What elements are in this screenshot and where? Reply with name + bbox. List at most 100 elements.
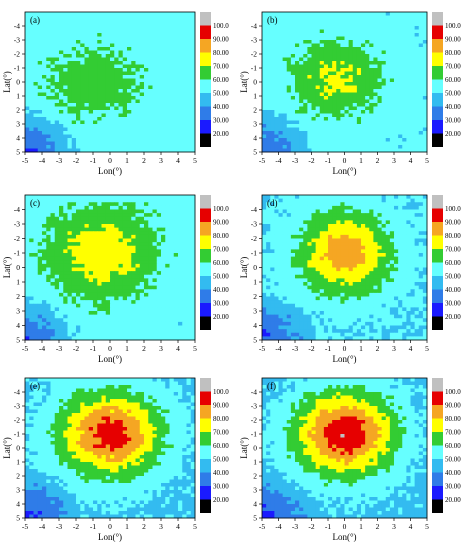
heatmap-cell xyxy=(59,103,64,107)
heatmap-cell xyxy=(37,19,43,23)
heatmap-cell xyxy=(37,106,43,111)
heatmap-cell xyxy=(37,303,43,308)
heatmap-cell xyxy=(190,205,196,210)
heatmap-cell xyxy=(50,43,56,48)
heatmap-cell xyxy=(105,289,111,294)
heatmap-cell xyxy=(348,29,354,34)
heatmap-cell xyxy=(402,141,407,146)
heatmap-cell xyxy=(42,85,47,90)
heatmap-cell xyxy=(127,145,132,149)
heatmap-cell xyxy=(50,245,56,250)
heatmap-cell xyxy=(270,124,275,128)
heatmap-cell xyxy=(127,78,132,83)
heatmap-cell xyxy=(381,138,387,142)
heatmap-cell xyxy=(93,307,98,312)
heatmap-cell xyxy=(152,138,158,142)
heatmap-cell xyxy=(165,224,170,229)
colorbar-level-label: 30.00 xyxy=(213,117,229,125)
heatmap-cell xyxy=(178,82,183,86)
heatmap-cell xyxy=(105,19,111,23)
heatmap-cell xyxy=(33,19,39,23)
heatmap-cell xyxy=(385,99,391,104)
heatmap-cell xyxy=(290,117,296,121)
heatmap-cell xyxy=(182,78,187,83)
heatmap-cell xyxy=(161,220,166,225)
heatmap-cell xyxy=(262,134,267,139)
heatmap-cell xyxy=(381,22,387,27)
heatmap-cell xyxy=(63,318,68,323)
heatmap-cell xyxy=(139,300,145,305)
heatmap-cell xyxy=(148,332,153,337)
heatmap-cell xyxy=(336,19,341,23)
heatmap-cell xyxy=(161,113,166,118)
heatmap-cell xyxy=(46,82,51,86)
heatmap-cell xyxy=(29,303,34,308)
heatmap-cell xyxy=(262,47,267,51)
heatmap-cell xyxy=(190,75,196,79)
heatmap-cell xyxy=(84,318,90,323)
heatmap-cell xyxy=(274,36,279,41)
heatmap-cell xyxy=(131,216,136,221)
heatmap-cell xyxy=(139,145,145,149)
heatmap-cell xyxy=(361,117,366,121)
heatmap-cell xyxy=(101,325,107,330)
heatmap-cell xyxy=(25,89,30,93)
heatmap-cell xyxy=(178,216,183,221)
heatmap-cell xyxy=(33,314,39,319)
heatmap-cell xyxy=(182,145,187,149)
heatmap-cell xyxy=(352,71,358,76)
heatmap-cell xyxy=(122,238,128,243)
heatmap-cell xyxy=(152,89,158,93)
heatmap-cell xyxy=(274,29,279,34)
heatmap-cell xyxy=(178,64,183,69)
colorbar-swatch xyxy=(200,79,211,93)
heatmap-cell xyxy=(182,282,187,287)
heatmap-cell xyxy=(63,145,68,149)
heatmap-cell xyxy=(42,300,47,305)
heatmap-cell xyxy=(319,50,325,55)
heatmap-cell xyxy=(262,50,267,55)
heatmap-cell xyxy=(307,29,312,34)
heatmap-cell xyxy=(178,332,183,337)
heatmap-cell xyxy=(394,54,399,58)
heatmap-cell xyxy=(105,216,111,221)
heatmap-cell xyxy=(71,285,77,290)
heatmap-cell xyxy=(110,68,115,72)
heatmap-cell xyxy=(295,43,300,48)
heatmap-cell xyxy=(344,92,350,97)
heatmap-cell xyxy=(307,26,312,30)
heatmap-cell xyxy=(156,33,162,37)
heatmap-cell xyxy=(270,19,275,23)
heatmap-cell xyxy=(282,148,288,153)
heatmap-cell xyxy=(54,285,60,290)
heatmap-cell xyxy=(156,148,162,153)
x-tick-label: -1 xyxy=(90,156,96,165)
heatmap-cell xyxy=(46,106,51,111)
heatmap-cell xyxy=(365,138,370,142)
heatmap-cell xyxy=(389,78,395,83)
heatmap-cell xyxy=(101,22,107,27)
heatmap-cell xyxy=(29,71,34,76)
heatmap-cell xyxy=(63,278,68,283)
heatmap-cell xyxy=(148,71,153,76)
heatmap-cell xyxy=(71,238,77,243)
heatmap-cell xyxy=(37,138,43,142)
heatmap-cell xyxy=(156,57,162,62)
heatmap-cell xyxy=(282,68,288,72)
heatmap-cell xyxy=(97,227,102,232)
heatmap-cell xyxy=(323,82,329,86)
heatmap-cell xyxy=(80,92,85,97)
heatmap-cell xyxy=(114,57,119,62)
x-tick-label: -1 xyxy=(325,156,331,165)
heatmap-cell xyxy=(59,198,64,203)
heatmap-cell xyxy=(54,82,60,86)
colorbar-level-label: 40.00 xyxy=(445,103,461,111)
heatmap-cell xyxy=(344,64,350,69)
heatmap-cell xyxy=(286,141,292,146)
heatmap-cell xyxy=(29,296,34,301)
heatmap-cell xyxy=(46,131,51,135)
heatmap-cell xyxy=(63,303,68,308)
heatmap-cell xyxy=(131,303,136,308)
heatmap-cell xyxy=(54,131,60,135)
heatmap-cell xyxy=(67,307,73,312)
